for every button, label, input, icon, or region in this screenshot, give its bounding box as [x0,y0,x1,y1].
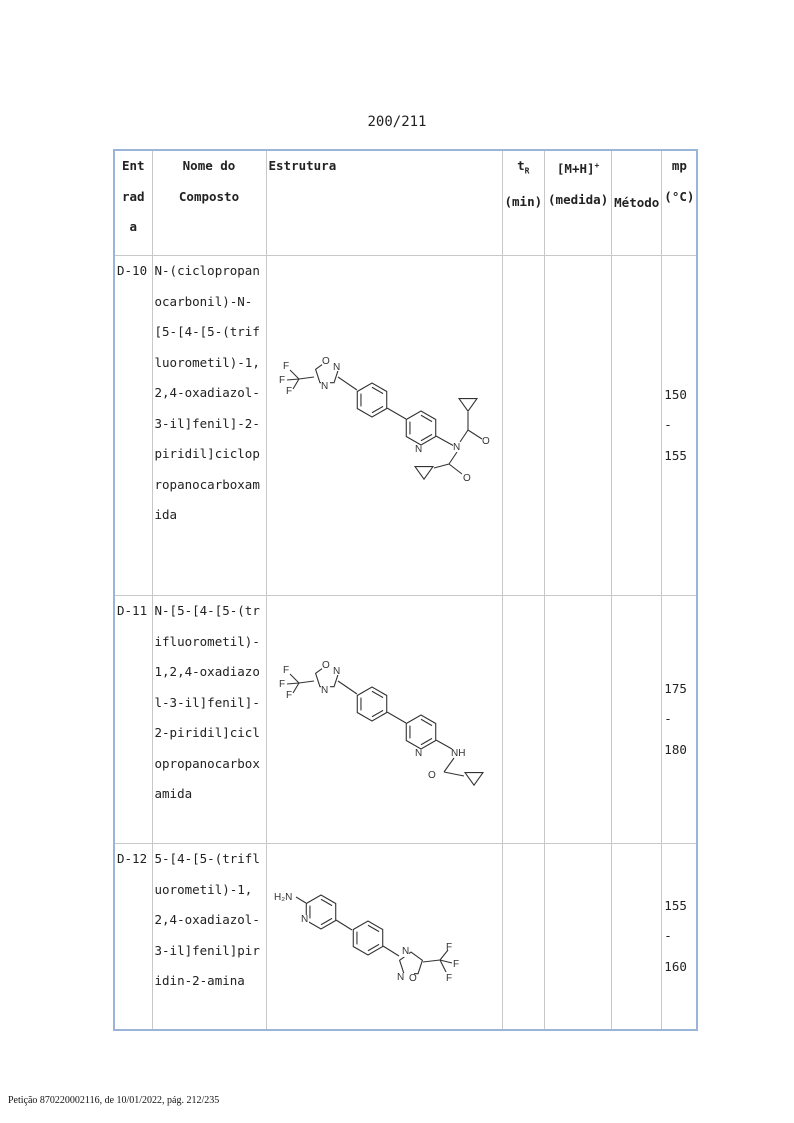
cell-nome: N-[5-[4-[5-(trifluorometil)-1,2,4-oxadia… [152,596,266,844]
cell-nome: 5-[4-[5-(trifluorometil)-1,2,4-oxadiazol… [152,844,266,1030]
cell-tr [502,844,545,1030]
header-entrada: Ent rad a [114,150,152,256]
cell-entrada: D-11 [114,596,152,844]
header-mh: [M+H]+ (medida) [545,150,612,256]
cell-tr [502,256,545,596]
cell-mp: 150 - 155 [662,256,698,596]
compound-table: Ent rad a Nome do Composto Estrutura tR … [113,149,698,1031]
cell-metodo [612,256,662,596]
header-mp: mp (°C) [662,150,698,256]
header-row: Ent rad a Nome do Composto Estrutura tR … [114,150,697,256]
header-estrutura: Estrutura [266,150,502,256]
table-row: D-12 5-[4-[5-(trifluorometil)-1,2,4-oxad… [114,844,697,1030]
cell-tr [502,596,545,844]
header-tr: tR (min) [502,150,545,256]
cell-estrutura [266,844,502,1030]
cell-nome: N-(ciclopropanocarbonil)-N-[5-[4-[5-(tri… [152,256,266,596]
cell-mh [545,256,612,596]
cell-estrutura [266,596,502,844]
header-nome: Nome do Composto [152,150,266,256]
table-row: D-11 N-[5-[4-[5-(trifluorometil)-1,2,4-o… [114,596,697,844]
cell-mh [545,844,612,1030]
page-number: 200/211 [0,114,794,130]
cell-entrada: D-12 [114,844,152,1030]
footer: Petição 870220002116, de 10/01/2022, pág… [8,1095,219,1106]
cell-metodo [612,596,662,844]
cell-metodo [612,844,662,1030]
header-metodo: Método [612,150,662,256]
table-row: D-10 N-(ciclopropanocarbonil)-N-[5-[4-[5… [114,256,697,596]
cell-entrada: D-10 [114,256,152,596]
cell-estrutura [266,256,502,596]
cell-mp: 155 - 160 [662,844,698,1030]
cell-mp: 175 - 180 [662,596,698,844]
cell-mh [545,596,612,844]
